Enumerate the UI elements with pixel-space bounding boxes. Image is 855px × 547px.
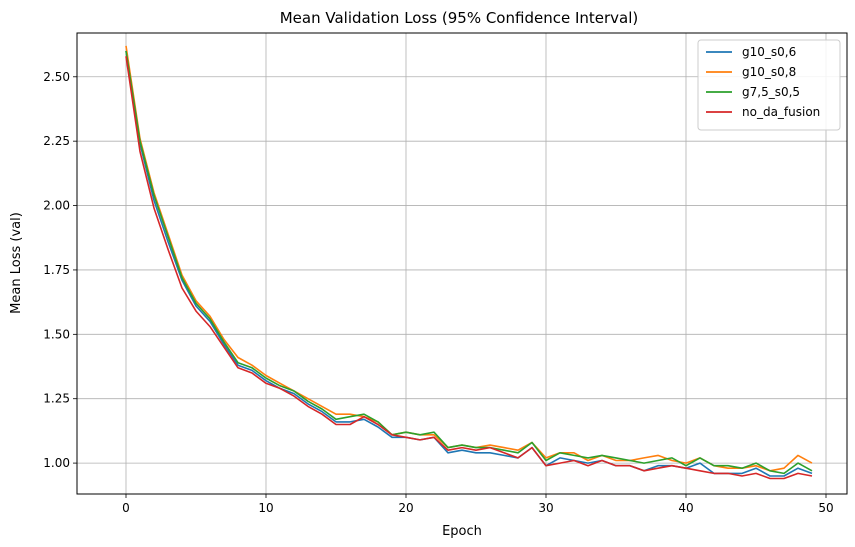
x-axis-label: Epoch <box>442 524 482 539</box>
series-line-g10-s0-6 <box>125 50 813 477</box>
chart-title: Mean Validation Loss (95% Confidence Int… <box>280 9 639 27</box>
y-tick-label: 2.25 <box>43 134 70 148</box>
x-tick-label: 20 <box>398 501 413 515</box>
plot-area-frame <box>76 32 848 495</box>
series-line-g7-5-s0-5 <box>125 50 813 475</box>
y-tick-label: 1.25 <box>43 392 70 406</box>
x-axis-ticks: 0 10 20 30 40 50 <box>122 494 834 515</box>
x-tick-label: 40 <box>678 501 693 515</box>
legend-label: g10_s0,6 <box>742 45 796 59</box>
y-axis-ticks: 1.00 1.25 1.50 1.75 2.00 2.25 2.50 <box>43 70 77 470</box>
legend-box <box>697 39 841 131</box>
y-tick-label: 2.50 <box>43 70 70 84</box>
legend-label: g10_s0,8 <box>742 65 796 79</box>
legend: g10_s0,6 g10_s0,8 g7,5_s0,5 no_da_fusion <box>697 39 841 131</box>
y-axis-label: Mean Loss (val) <box>9 212 24 314</box>
y-tick-label: 1.50 <box>43 327 70 341</box>
series-layer <box>125 45 813 480</box>
legend-label: g7,5_s0,5 <box>742 85 800 99</box>
legend-label: no_da_fusion <box>742 105 820 119</box>
y-tick-label: 1.00 <box>43 456 70 470</box>
x-tick-label: 50 <box>818 501 833 515</box>
x-tick-label: 10 <box>258 501 273 515</box>
x-tick-label: 30 <box>538 501 553 515</box>
x-tick-label: 0 <box>122 501 130 515</box>
series-line-no-da-fusion <box>125 56 813 480</box>
y-tick-label: 2.00 <box>43 199 70 213</box>
y-tick-label: 1.75 <box>43 263 70 277</box>
